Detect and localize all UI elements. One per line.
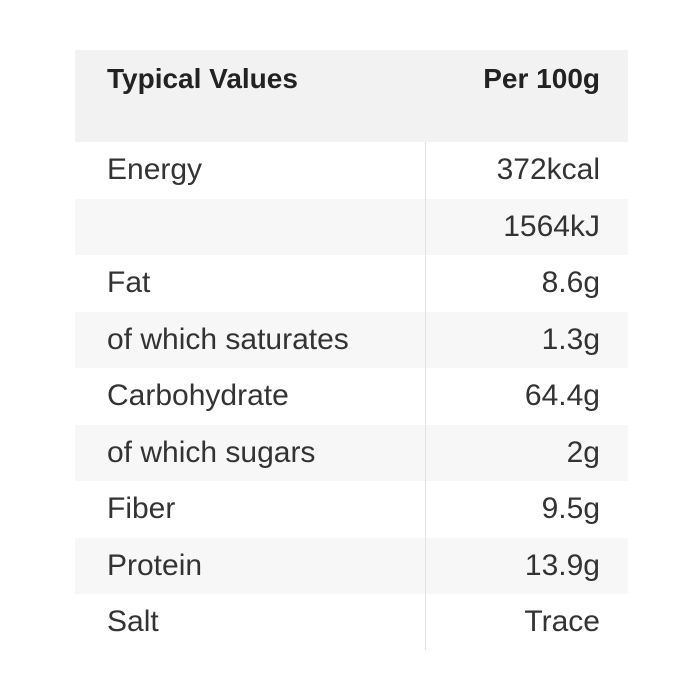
value-cell: 1.3g <box>541 322 600 356</box>
table-row: of which sugars 2g <box>75 424 628 481</box>
value-cell: 64.4g <box>524 379 600 412</box>
header-cell: Typical Values <box>107 63 298 94</box>
value-cell: 1564kJ <box>503 209 600 243</box>
label-cell: of which sugars <box>107 435 316 469</box>
value-cell: 8.6g <box>541 266 600 299</box>
value-cell: 9.5g <box>541 492 600 525</box>
table-row: Fat 8.6g <box>75 255 628 312</box>
table-row: Carbohydrate 64.4g <box>75 368 628 425</box>
table-row: Salt Trace <box>75 594 628 651</box>
value-cell: 2g <box>566 435 600 469</box>
column-divider <box>425 142 426 650</box>
label-cell: Energy <box>107 153 203 186</box>
label-cell: Fiber <box>107 492 176 525</box>
nutrition-table: Typical Values Per 100g Energy 372kcal 156… <box>75 50 628 651</box>
label-cell: Salt <box>107 605 159 638</box>
label-cell: of which saturates <box>107 322 349 356</box>
table-row: Fiber 9.5g <box>75 481 628 538</box>
header-cell: Per 100g <box>483 63 600 94</box>
table-body: Energy 372kcal 1564kJ Fat 8.6g of which satur… <box>75 142 628 651</box>
table-row: of which saturates 1.3g <box>75 311 628 368</box>
label-cell: Fat <box>107 266 151 299</box>
label-cell: Protein <box>107 548 203 582</box>
value-cell: Trace <box>524 605 600 638</box>
label-cell: Carbohydrate <box>107 379 289 412</box>
value-cell: 13.9g <box>524 548 600 582</box>
value-cell: 372kcal <box>496 153 600 186</box>
table-header: Typical Values Per 100g <box>75 50 628 142</box>
table-row: Energy 372kcal <box>75 142 628 199</box>
table-row: 1564kJ <box>75 198 628 255</box>
table-row: Protein 13.9g <box>75 537 628 594</box>
